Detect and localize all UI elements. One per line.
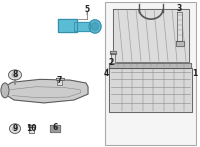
Polygon shape (5, 79, 88, 103)
Polygon shape (57, 80, 62, 85)
Polygon shape (50, 125, 60, 132)
Text: 5: 5 (84, 5, 90, 14)
Ellipse shape (12, 73, 18, 77)
Bar (105, 2, 196, 145)
Text: 8: 8 (12, 70, 18, 80)
Polygon shape (28, 125, 35, 127)
Polygon shape (58, 19, 77, 32)
Text: 4: 4 (103, 69, 109, 78)
Ellipse shape (1, 83, 9, 98)
Polygon shape (176, 41, 184, 46)
Ellipse shape (13, 127, 17, 131)
Polygon shape (109, 68, 192, 112)
Polygon shape (29, 127, 34, 133)
Ellipse shape (89, 20, 101, 33)
Text: 3: 3 (176, 4, 182, 13)
Text: 2: 2 (108, 58, 114, 67)
Polygon shape (51, 126, 59, 131)
Ellipse shape (8, 70, 22, 80)
Ellipse shape (10, 124, 21, 133)
Text: 9: 9 (12, 124, 18, 133)
Polygon shape (177, 12, 182, 41)
Polygon shape (56, 78, 64, 80)
Text: 10: 10 (26, 124, 36, 133)
Text: 1: 1 (192, 69, 198, 78)
Text: 7: 7 (56, 76, 62, 85)
Text: 6: 6 (52, 123, 58, 132)
Polygon shape (110, 51, 116, 54)
Polygon shape (74, 22, 90, 31)
Polygon shape (109, 63, 191, 68)
Polygon shape (113, 9, 189, 62)
Polygon shape (111, 53, 115, 63)
Ellipse shape (92, 22, 98, 31)
